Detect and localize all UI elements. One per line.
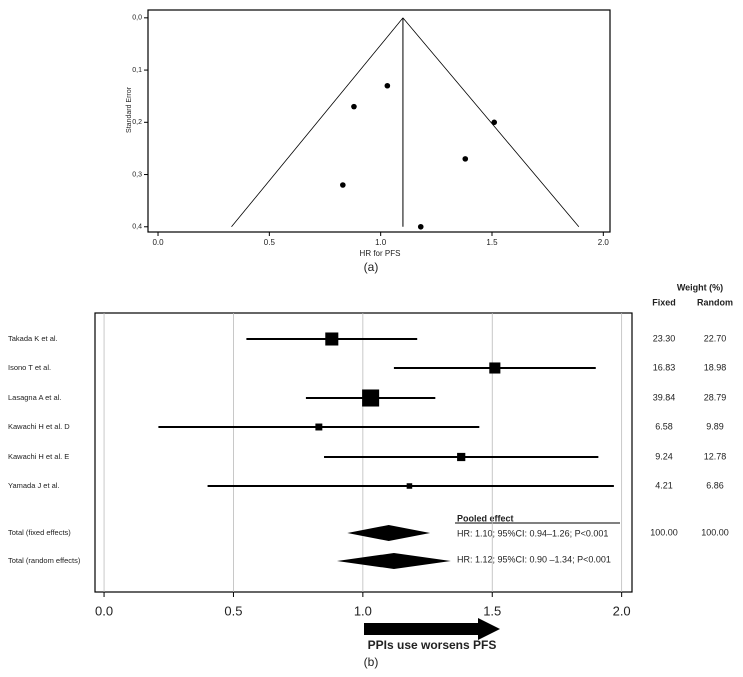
weight-value: 4.21	[655, 480, 673, 490]
y-tick-label: 0,0	[132, 15, 142, 22]
weight-header: Weight (%)	[677, 282, 723, 292]
weight-value: 39.84	[653, 392, 676, 402]
caption: (b)	[364, 655, 379, 669]
y-tick-label: 0,2	[132, 119, 142, 126]
weight-value: 6.86	[706, 480, 724, 490]
effect-square	[325, 332, 339, 346]
y-tick-label: 0,1	[132, 67, 142, 74]
point	[417, 223, 424, 230]
weight-value: 6.58	[655, 421, 673, 431]
x-tick-label: 1.0	[354, 603, 372, 618]
weight-value: 100.00	[701, 527, 729, 537]
pooled-diamond	[347, 525, 431, 541]
x-axis-label: HR for PFS	[360, 249, 401, 258]
study-label: Lasagna A et al.	[8, 393, 61, 402]
weight-value: 18.98	[704, 362, 727, 372]
weight-value: 100.00	[650, 527, 678, 537]
arrow-label: PPIs use worsens PFS	[368, 638, 497, 652]
effect-square	[406, 483, 413, 489]
x-tick-label: 1.5	[486, 238, 498, 247]
funnel-limit	[231, 17, 404, 228]
x-tick-label: 0.5	[224, 603, 242, 618]
study-label: Total (fixed effects)	[8, 528, 71, 537]
forest-frame	[94, 312, 633, 593]
point	[340, 182, 346, 188]
effect-square	[362, 389, 380, 407]
weight-value: 22.70	[704, 333, 727, 343]
y-tick-label: 0,4	[132, 224, 142, 231]
pooled-diamond	[336, 553, 451, 569]
weight-column-header: Random	[697, 297, 733, 307]
x-tick-label: 1.0	[375, 238, 387, 247]
effect-square	[457, 452, 466, 462]
y-axis-label: Standard Error	[126, 86, 133, 133]
weight-value: 23.30	[653, 333, 676, 343]
weight-value: 12.78	[704, 451, 727, 461]
study-label: Isono T et al.	[8, 363, 51, 372]
y-tick-label: 0,3	[132, 171, 142, 178]
weight-value: 9.89	[706, 421, 724, 431]
weight-value: 28.79	[704, 392, 727, 402]
caption: (a)	[364, 260, 379, 274]
arrow-shaft	[364, 623, 480, 635]
weight-column-header: Fixed	[652, 297, 676, 307]
funnel-frame	[147, 9, 611, 233]
x-tick-label: 0.0	[95, 603, 113, 618]
effect-square	[315, 423, 323, 431]
study-label: Takada K et al.	[8, 334, 58, 343]
study-label: Total (random effects)	[8, 556, 81, 565]
point	[491, 119, 498, 126]
effect-square	[489, 362, 501, 374]
x-tick-label: 0.0	[152, 238, 164, 247]
study-label: Kawachi H et al. D	[8, 422, 70, 431]
study-label: Kawachi H et al. E	[8, 452, 69, 461]
x-tick-label: 1.5	[483, 603, 501, 618]
pooled-title: Pooled effect	[457, 513, 514, 523]
weight-value: 16.83	[653, 362, 676, 372]
point	[462, 156, 469, 162]
pooled-annotation: HR: 1.10; 95%CI: 0.94–1.26; P<0.001	[457, 528, 608, 538]
study-label: Yamada J et al.	[8, 481, 60, 490]
point	[351, 103, 357, 110]
x-tick-label: 2.0	[613, 603, 631, 618]
arrow-head	[478, 618, 500, 640]
funnel-limit	[402, 17, 580, 228]
x-tick-label: 0.5	[264, 238, 276, 247]
pooled-annotation: HR: 1.12; 95%CI: 0.90 –1.34; P<0.001	[457, 554, 611, 564]
x-tick-label: 2.0	[598, 238, 610, 247]
point	[384, 82, 391, 89]
weight-value: 9.24	[655, 451, 673, 461]
